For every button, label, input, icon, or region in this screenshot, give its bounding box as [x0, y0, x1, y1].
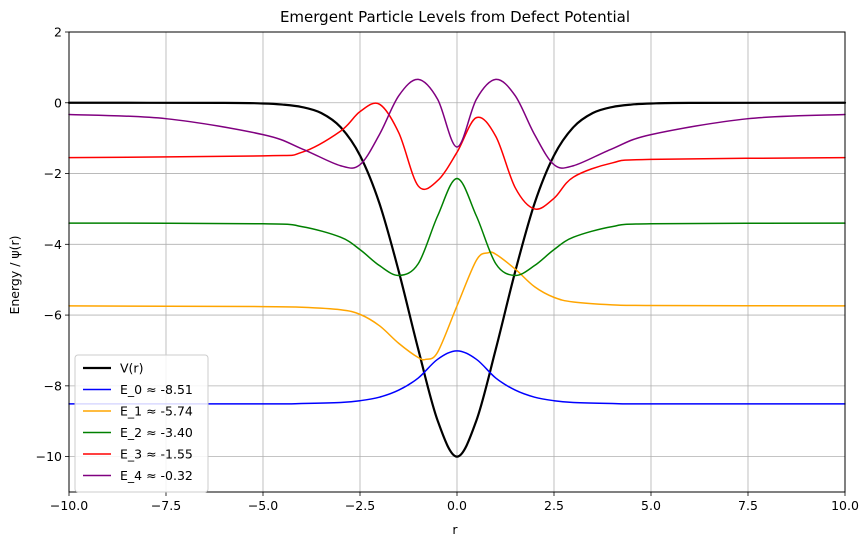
legend-entry: E_4 ≈ -0.32: [120, 468, 193, 483]
legend-entry: E_1 ≈ -5.74: [120, 404, 193, 419]
y-tick-label: −6: [44, 308, 62, 323]
series-line-0: [67, 101, 847, 458]
series-line-1: [68, 350, 846, 405]
legend: V(r) E_0 ≈ -8.51 E_1 ≈ -5.74 E_2 ≈ -3.40 E_3…: [74, 354, 209, 493]
legend-entry: E_2 ≈ -3.40: [120, 425, 193, 440]
y-tick-label: −4: [44, 237, 62, 252]
x-tick-label: −2.5: [345, 498, 375, 513]
y-axis-label: Energy / ψ(r): [7, 235, 22, 314]
legend-entry: V(r): [120, 361, 143, 376]
x-tick-label: −7.5: [151, 498, 181, 513]
y-axis-ticks: −10 −8 −6 −4 −2 0 2: [36, 25, 69, 464]
x-axis-label: r: [452, 522, 458, 537]
legend-entry: E_3 ≈ -1.55: [120, 447, 193, 462]
x-tick-label: 0.0: [447, 498, 467, 513]
y-tick-label: −2: [44, 166, 62, 181]
x-tick-label: 5.0: [641, 498, 661, 513]
x-tick-label: 10.0: [831, 498, 859, 513]
x-tick-label: −10.0: [50, 498, 88, 513]
y-tick-label: −8: [44, 378, 62, 393]
x-tick-label: 2.5: [544, 498, 564, 513]
series-line-2: [68, 251, 846, 361]
chart-title: Emergent Particle Levels from Defect Pot…: [280, 8, 630, 26]
legend-entry: E_0 ≈ -8.51: [120, 382, 193, 397]
x-tick-label: −5.0: [248, 498, 278, 513]
y-tick-label: 2: [54, 25, 62, 40]
series-line-4: [68, 102, 846, 210]
plot-series: [67, 78, 847, 458]
x-tick-label: 7.5: [738, 498, 758, 513]
series-line-3: [68, 177, 846, 277]
y-tick-label: −10: [36, 449, 62, 464]
series-line-5: [68, 78, 846, 169]
y-tick-label: 0: [54, 95, 62, 110]
x-axis-ticks: −10.0 −7.5 −5.0 −2.5 0.0 2.5 5.0 7.5 10.0: [50, 492, 859, 513]
